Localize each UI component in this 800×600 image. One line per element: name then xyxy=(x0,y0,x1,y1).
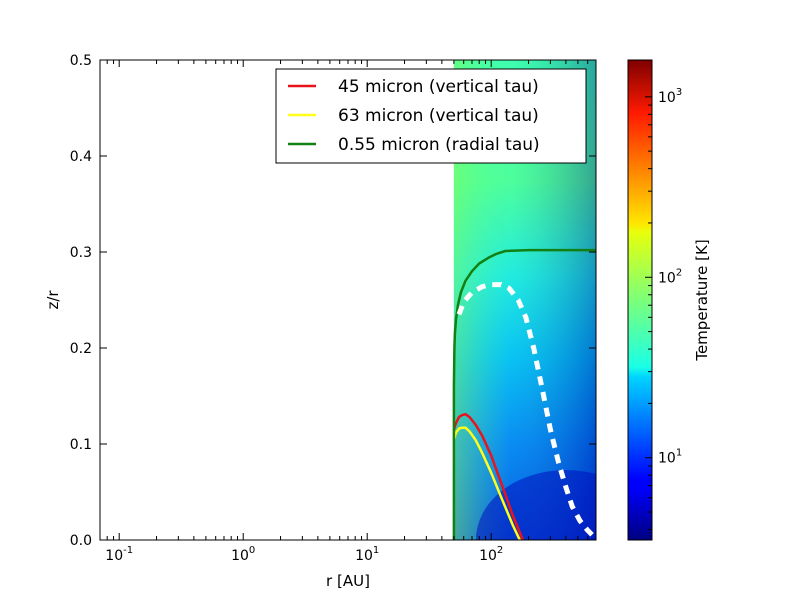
x-tick-label: 101 xyxy=(355,545,379,564)
x-axis: 10-1 100 101 102 xyxy=(99,60,597,564)
y-tick-label: 0.4 xyxy=(70,149,92,165)
colorbar-tick-label: 101 xyxy=(658,448,682,467)
x-tick-label: 102 xyxy=(479,545,503,564)
colorbar-ticks: 101 102 103 xyxy=(645,87,682,531)
y-tick-label: 0.3 xyxy=(70,245,92,261)
series-line-3 xyxy=(456,282,596,539)
y-axis: 0.0 0.1 0.2 0.3 0.4 0.5 xyxy=(70,53,596,549)
y-tick-label: 0.0 xyxy=(70,533,92,549)
series-line-0 xyxy=(452,412,525,540)
y-tick-label: 0.1 xyxy=(70,437,92,453)
legend-label: 0.55 micron (radial tau) xyxy=(338,135,540,155)
series-line-2 xyxy=(452,248,596,540)
x-axis-label: r [AU] xyxy=(326,572,370,590)
y-tick-label: 0.5 xyxy=(70,53,92,69)
legend-label: 45 micron (vertical tau) xyxy=(338,77,539,97)
x-tick-label: 100 xyxy=(231,545,255,564)
x-tick-label: 10-1 xyxy=(105,545,133,564)
legend: 45 micron (vertical tau) 63 micron (verti… xyxy=(275,68,587,164)
colorbar xyxy=(627,59,653,541)
legend-label: 63 micron (vertical tau) xyxy=(338,106,539,126)
colorbar-tick-label: 102 xyxy=(658,267,682,286)
colorbar-label: Temperature [K] xyxy=(693,239,711,361)
y-axis-label: z/r xyxy=(44,290,62,310)
colorbar-tick-label: 103 xyxy=(658,87,682,106)
y-tick-label: 0.2 xyxy=(70,341,92,357)
legend-frame xyxy=(275,68,587,164)
series-line-1 xyxy=(452,426,521,540)
